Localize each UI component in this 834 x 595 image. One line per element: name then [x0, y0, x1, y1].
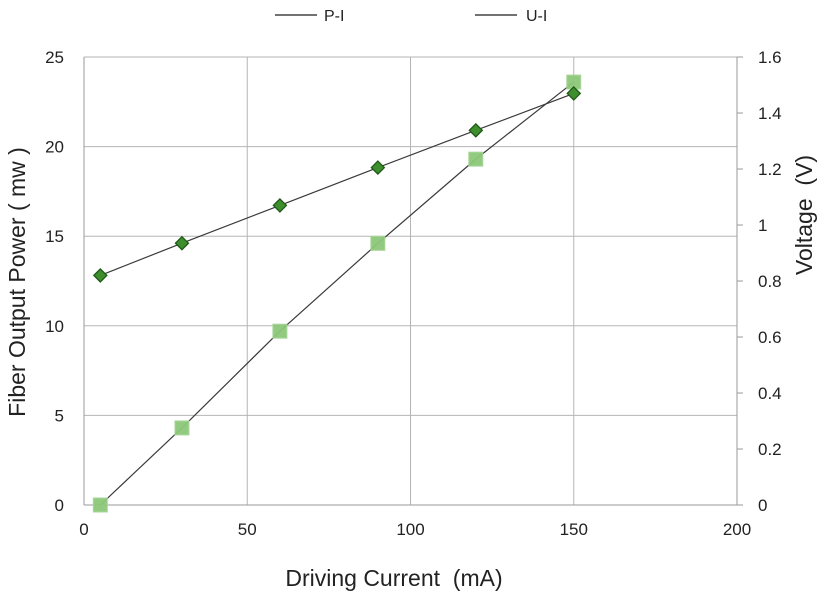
data-point-p-i	[92, 497, 108, 513]
axes	[83, 56, 743, 506]
y-axis-right-title: Voltage (V)	[791, 155, 817, 275]
x-tick-label: 200	[723, 520, 751, 539]
legend-label-p-i: P-I	[324, 8, 344, 25]
y-right-tick-label: 1	[758, 216, 767, 235]
series-layer	[92, 74, 582, 513]
y-right-tick-label: 0.2	[758, 440, 782, 459]
y-left-tick-label: 15	[45, 227, 64, 246]
x-tick-label: 150	[560, 520, 588, 539]
x-tick-label: 0	[79, 520, 88, 539]
y-right-tick-label: 0.8	[758, 272, 782, 291]
legend-label-u-i: U-I	[526, 8, 547, 25]
y-right-tick-label: 0.4	[758, 384, 782, 403]
y-right-tick-label: 0	[758, 496, 767, 515]
data-point-p-i	[174, 420, 190, 436]
x-axis-title: Driving Current (mA)	[285, 565, 502, 591]
data-point-u-i	[174, 235, 190, 251]
y-left-tick-label: 10	[45, 317, 64, 336]
tick-labels: 0 50 100 150 200 0 5 10 15 20 25 0 0.2 0.4 0.6 0.8 1 1.2 1…	[45, 48, 782, 539]
data-point-p-i	[370, 235, 386, 251]
legend: P-I U-I	[275, 8, 547, 25]
data-point-u-i	[468, 122, 484, 138]
data-point-u-i	[370, 160, 386, 176]
series-line-u-i	[100, 92, 574, 276]
data-point-p-i	[272, 323, 288, 339]
grid-lines	[84, 56, 738, 505]
data-point-u-i	[566, 85, 582, 101]
y-axis-left-title: Fiber Output Power ( mw )	[4, 147, 30, 417]
x-tick-label: 100	[396, 520, 424, 539]
y-left-tick-label: 0	[55, 496, 64, 515]
y-right-tick-label: 1.2	[758, 160, 782, 179]
y-left-tick-label: 25	[45, 48, 64, 67]
data-point-u-i	[92, 267, 108, 283]
data-point-p-i	[468, 151, 484, 167]
y-right-tick-label: 1.6	[758, 48, 782, 67]
data-point-u-i	[272, 197, 288, 213]
y-left-tick-label: 20	[45, 138, 64, 157]
y-right-tick-label: 0.6	[758, 328, 782, 347]
y-left-tick-label: 5	[55, 406, 64, 425]
x-tick-label: 50	[238, 520, 257, 539]
y-right-tick-label: 1.4	[758, 104, 782, 123]
series-line-p-i	[99, 81, 575, 506]
